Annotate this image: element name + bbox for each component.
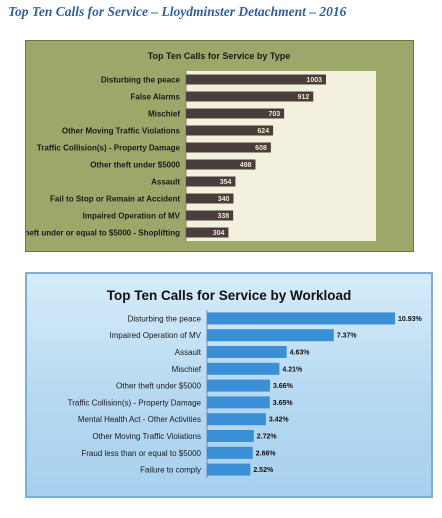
category-label: Other theft under $5000 [90,161,180,170]
chart-by-type: Top Ten Calls for Service by Type Disturb… [26,51,376,241]
category-label: Traffic Collision(s) - Property Damage [37,144,181,153]
category-label: Other Moving Traffic Violations [62,127,181,136]
bar [207,329,334,342]
data-label: 912 [298,94,310,101]
bar [207,312,395,325]
page-title: Top Ten Calls for Service – Lloydminster… [8,4,347,19]
bar [207,446,253,459]
data-label: 7.37% [337,333,358,340]
category-label: Mischief [172,365,202,374]
data-label: 4.21% [282,366,303,373]
data-label: 3.42% [269,417,290,424]
bar [186,193,234,204]
bar [186,125,274,136]
data-label: 2.66% [256,450,277,457]
category-label: Failure to comply [140,466,201,475]
bar [186,210,234,221]
category-label: Other Moving Traffic Violations [92,432,201,441]
data-label: 498 [240,162,252,169]
data-label: 1003 [306,77,322,84]
bar [186,91,314,102]
bar [186,74,326,85]
category-label: Disturbing the peace [101,76,181,85]
category-label: Traffic Collision(s) - Property Damage [68,398,202,407]
data-label: 703 [268,111,280,118]
category-label: Impaired Operation of MV [83,212,181,221]
category-label: False Alarms [130,93,180,102]
chart-by-workload: Top Ten Calls for Service by Workload Dis… [68,288,423,478]
bar [207,430,254,442]
bar [207,463,251,476]
category-label: Impaired Operation of MV [109,331,201,340]
data-label: 4.63% [290,350,311,357]
chart-title: Top Ten Calls for Service by Type [148,51,291,61]
bar [186,159,256,170]
data-label: 3.66% [273,383,294,390]
chart-by-workload-panel: Top Ten Calls for Service by Workload Dis… [25,272,433,498]
category-label: Assault [151,178,180,187]
bar [207,379,270,392]
bar [207,396,270,409]
category-label: Assault [175,348,202,357]
bar [186,227,229,238]
category-label: Theft under or equal to $5000 - Shoplift… [26,229,180,238]
data-label: 2.72% [257,434,278,441]
bar [186,142,271,153]
bar [207,413,266,426]
bar [207,346,287,358]
category-label: Other theft under $5000 [116,382,202,391]
category-label: Mischief [148,110,180,119]
chart-by-type-panel: Top Ten Calls for Service by Type Disturb… [25,40,414,252]
data-label: 10.93% [398,316,423,323]
category-label: Fraud less than or equal to $5000 [81,449,201,458]
category-label: Fail to Stop or Remain at Accident [50,195,180,204]
category-label: Mental Health Act - Other Activities [78,415,201,424]
data-label: 354 [220,179,232,186]
data-label: 2.52% [253,467,274,474]
data-label: 608 [255,145,267,152]
bar [186,108,285,119]
data-label: 304 [213,230,225,237]
data-label: 338 [217,213,229,220]
data-label: 624 [257,128,269,135]
category-label: Disturbing the peace [128,314,202,323]
chart-title: Top Ten Calls for Service by Workload [107,288,352,303]
data-label: 340 [218,196,230,203]
data-label: 3.65% [273,400,294,407]
bar [207,362,280,375]
bar [186,176,236,187]
